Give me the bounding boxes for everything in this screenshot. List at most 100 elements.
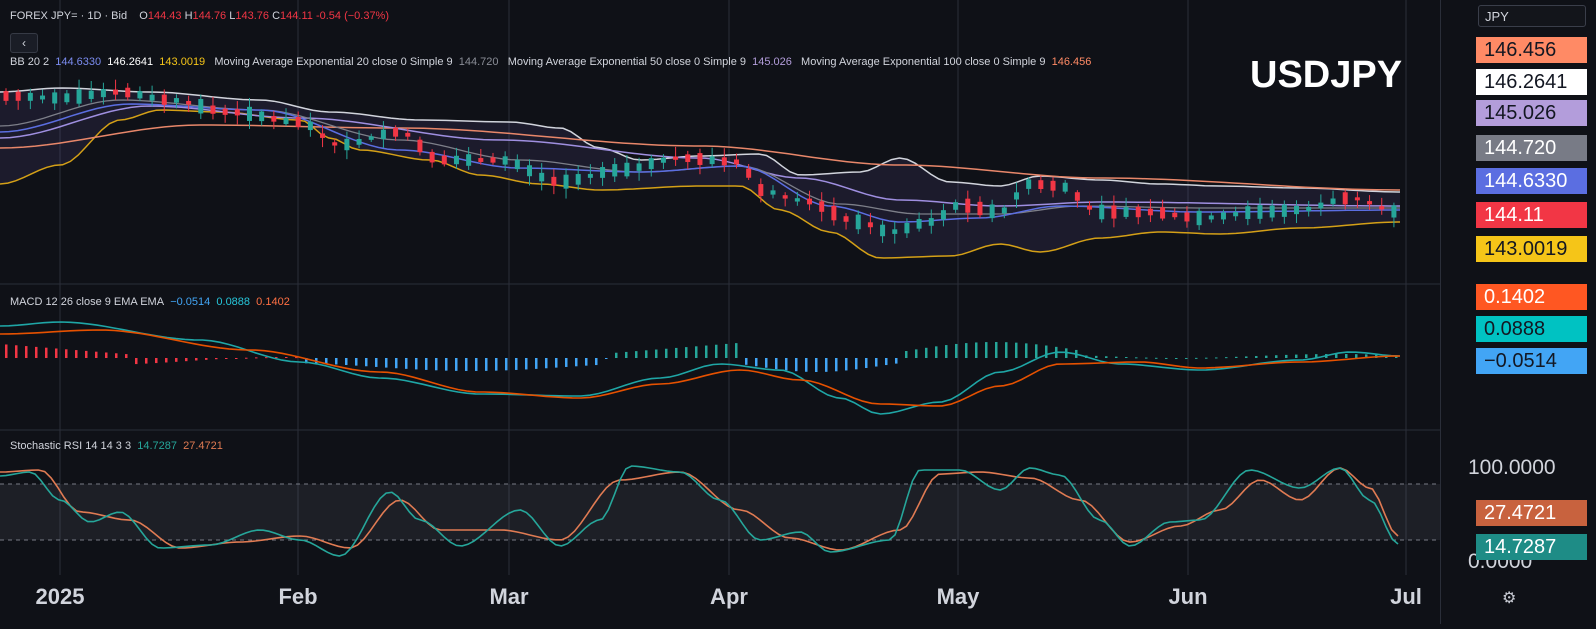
candle-body (1013, 192, 1019, 200)
gear-icon[interactable]: ⚙ (1502, 590, 1517, 607)
macd-histogram-bar (855, 358, 858, 370)
candle-body (1123, 207, 1129, 217)
candle-body (295, 116, 301, 127)
candle-body (64, 93, 70, 103)
candle-body (1306, 206, 1312, 212)
candle-body (965, 198, 971, 213)
macd-histogram-bar (745, 358, 748, 365)
macd-histogram-bar (535, 358, 538, 369)
candle-body (1135, 206, 1141, 218)
macd-histogram-bar (455, 358, 458, 371)
high-label: H (184, 10, 193, 22)
macd-histogram-bar (985, 342, 988, 358)
macd-histogram-bar (635, 351, 638, 358)
candle-body (673, 156, 679, 160)
candle-body (587, 173, 593, 178)
macd-histogram-bar (445, 358, 448, 371)
chart-area[interactable] (0, 0, 1440, 624)
chart-canvas[interactable] (0, 0, 1440, 624)
candle-body (855, 214, 861, 230)
macd-histogram-bar (225, 358, 228, 359)
candle-body (831, 205, 837, 221)
ema100-line (0, 124, 1401, 191)
macd-histogram-bar (1335, 354, 1338, 358)
macd-histogram-bar (655, 349, 658, 358)
candle-body (76, 89, 82, 104)
stoch-scale-top: 100.0000 (1468, 456, 1556, 479)
candle-body (307, 121, 313, 131)
candle-body (3, 91, 9, 101)
stoch-label: Stochastic RSI 14 14 3 3 (10, 440, 132, 452)
x-label-2025: 2025 (35, 584, 85, 609)
x-label-may: May (936, 584, 980, 609)
last-price-badge: 144.11 (1476, 202, 1587, 228)
candle-body (953, 202, 959, 210)
stoch-d-line (0, 467, 1399, 551)
stoch-band (0, 484, 1440, 540)
macd-histogram-bar (865, 358, 868, 369)
macd-histogram-bar (615, 352, 618, 358)
candle-body (1038, 180, 1044, 189)
macd-histogram-bar (75, 350, 78, 358)
candle-body (198, 99, 204, 114)
low-label: L (229, 10, 236, 22)
candle-body (880, 224, 886, 237)
candle-body (1281, 204, 1287, 217)
bb-basis-price-badge: 144.6330 (1476, 168, 1587, 194)
stoch-k-line (0, 465, 1399, 557)
macd-histogram-bar (395, 358, 398, 369)
change-value: -0.54 (−0.37%) (315, 10, 390, 22)
macd-legend: MACD 12 26 close 9 EMA EMA −0.0514 0.088… (10, 296, 290, 308)
macd-histogram-bar (1125, 357, 1128, 359)
candle-body (1111, 205, 1117, 219)
macd-histogram-bar (875, 358, 878, 367)
macd-histogram-bar (405, 358, 408, 369)
macd-histogram-bar (775, 358, 778, 370)
candle-body (758, 184, 764, 196)
macd-histogram-bar (1205, 357, 1208, 359)
macd-histogram-bar (1235, 356, 1238, 358)
symbol-search-input[interactable]: JPY (1478, 5, 1586, 27)
candle-body (1342, 192, 1348, 205)
macd-histogram-bar (255, 357, 258, 359)
header-ohlc: FOREX JPY= · 1D · Bid O144.43 H144.76 L1… (10, 10, 389, 22)
candle-body (916, 218, 922, 229)
macd-histogram-bar (435, 358, 438, 371)
macd-histogram-bar (885, 358, 888, 366)
x-label-jul: Jul (1390, 584, 1422, 609)
candle-body (405, 132, 411, 137)
macd-histogram-bar (145, 358, 148, 364)
candle-body (100, 89, 106, 98)
macd-histogram-bar (475, 358, 478, 371)
macd-histogram-bar (1155, 357, 1158, 359)
macd-histogram-bar (1195, 357, 1198, 359)
candle-body (1379, 206, 1385, 210)
candle-body (234, 109, 240, 116)
candle-body (356, 139, 362, 145)
macd-histogram-bar (835, 358, 838, 372)
bb-label: BB 20 2 (10, 56, 50, 68)
candle-body (1026, 179, 1032, 189)
candle-body (721, 157, 727, 166)
macd-histogram-bar (35, 346, 38, 358)
ema100-value: 146.456 (1051, 56, 1092, 68)
candle-body (393, 127, 399, 137)
macd-histogram-bar (765, 358, 768, 368)
macd-histogram-bar (1315, 354, 1318, 358)
macd-histogram-bar (25, 346, 28, 358)
macd-histogram-bar (665, 348, 668, 358)
candle-body (417, 139, 423, 153)
collapse-legend-button[interactable]: ‹ (10, 33, 38, 53)
candle-body (867, 222, 873, 228)
stoch-d-value: 27.4721 (183, 440, 223, 452)
candle-body (1245, 206, 1251, 220)
macd-histogram-bar (815, 358, 818, 372)
candle-body (539, 172, 545, 182)
macd-histogram-bar (215, 358, 218, 360)
macd-histogram-bar (175, 358, 178, 362)
macd-signal-value: 0.1402 (256, 296, 290, 308)
macd-histogram-bar (185, 358, 188, 362)
macd-histogram-bar (1285, 354, 1288, 358)
candle-body (368, 136, 374, 140)
candle-body (794, 198, 800, 202)
